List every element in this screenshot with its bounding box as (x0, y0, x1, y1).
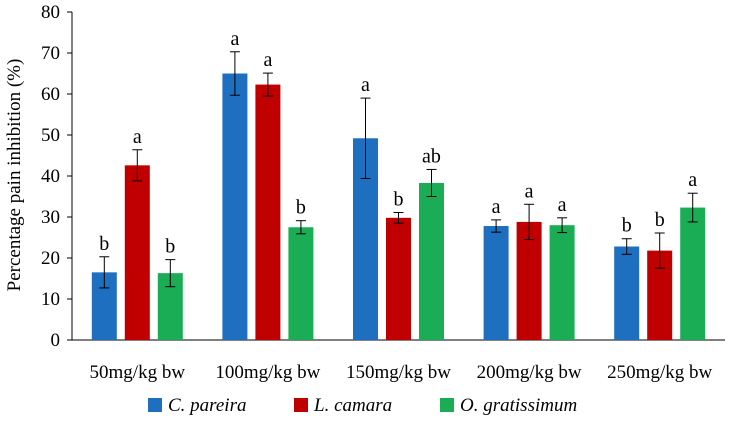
y-tick-label: 60 (41, 84, 60, 105)
y-tick-label: 50 (41, 125, 60, 146)
y-tick-label: 80 (41, 2, 60, 23)
y-tick-label: 30 (41, 207, 60, 228)
x-tick-label: 250mg/kg bw (607, 362, 712, 383)
y-tick-label: 40 (41, 166, 60, 187)
bar (614, 246, 640, 340)
significance-label: a (263, 49, 272, 71)
significance-label: b (655, 209, 665, 231)
significance-label: b (296, 197, 306, 219)
legend-label: O. gratissimum (460, 395, 577, 416)
bar (516, 221, 542, 340)
significance-label: a (361, 74, 370, 96)
bar (255, 84, 281, 340)
bar (386, 217, 411, 340)
legend-swatch (148, 398, 162, 412)
significance-label: a (133, 126, 142, 148)
significance-label: ab (422, 145, 441, 167)
bar (680, 207, 706, 340)
legend-label: L. camara (313, 395, 392, 416)
x-tick-label: 100mg/kg bw (215, 362, 320, 383)
bar (549, 225, 575, 340)
y-tick-label: 10 (41, 289, 60, 310)
y-tick-label: 0 (51, 330, 61, 351)
significance-label: b (165, 236, 175, 258)
significance-label: a (558, 194, 567, 216)
significance-label: a (525, 180, 534, 202)
legend-label: C. pareira (168, 395, 246, 416)
significance-label: b (622, 215, 632, 237)
significance-label: a (688, 169, 697, 191)
y-tick-label: 70 (41, 43, 60, 64)
bar (419, 182, 444, 340)
legend-swatch (294, 398, 308, 412)
y-axis-title: Percentage pain inhibition (%) (4, 59, 25, 292)
x-tick-label: 150mg/kg bw (346, 362, 451, 383)
bar (288, 227, 314, 340)
bar (483, 226, 509, 340)
legend: C. pareira L. camara O. gratissimum (148, 395, 577, 416)
bar (222, 73, 248, 340)
significance-label: b (99, 233, 109, 255)
y-tick-label: 20 (41, 248, 60, 269)
y-axis-label: Percentage pain inhibition (%) (4, 59, 25, 292)
significance-label: a (492, 196, 501, 218)
x-tick-label: 200mg/kg bw (477, 362, 582, 383)
legend-swatch (440, 398, 454, 412)
bar (124, 165, 150, 340)
significance-label: a (230, 28, 239, 50)
x-tick-label: 50mg/kg bw (90, 362, 186, 383)
significance-label: b (394, 188, 404, 210)
